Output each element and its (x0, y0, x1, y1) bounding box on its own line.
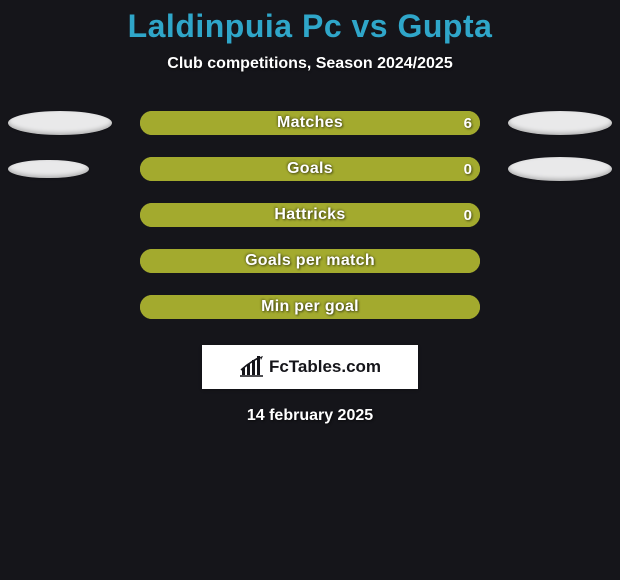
stat-bar: Min per goal (140, 295, 480, 319)
stat-bar: Matches6 (140, 111, 480, 135)
brand-box[interactable]: FcTables.com (202, 345, 418, 389)
stat-row: Matches6 (0, 97, 620, 143)
stat-row: Goals per match (0, 235, 620, 281)
stat-row: Hattricks0 (0, 189, 620, 235)
stat-label: Goals per match (140, 249, 480, 273)
stat-bar: Hattricks0 (140, 203, 480, 227)
left-ellipse (8, 160, 89, 179)
player2-name: Gupta (397, 8, 492, 44)
stat-value-right: 6 (464, 111, 472, 135)
stat-bar: Goals0 (140, 157, 480, 181)
stat-row: Min per goal (0, 281, 620, 327)
date-line: 14 february 2025 (0, 407, 620, 425)
page-title: Laldinpuia Pc vs Gupta (0, 0, 620, 51)
left-ellipse (8, 111, 112, 135)
brand-chart-icon (239, 356, 265, 378)
stat-row: Goals0 (0, 143, 620, 189)
stat-label: Matches (140, 111, 480, 135)
stat-value-right: 0 (464, 203, 472, 227)
subtitle: Club competitions, Season 2024/2025 (0, 55, 620, 73)
right-ellipse (508, 111, 612, 135)
stat-value-right: 0 (464, 157, 472, 181)
right-ellipse (508, 157, 612, 181)
player1-name: Laldinpuia Pc (128, 8, 343, 44)
comparison-card: Laldinpuia Pc vs Gupta Club competitions… (0, 0, 620, 580)
stat-label: Hattricks (140, 203, 480, 227)
stat-bar: Goals per match (140, 249, 480, 273)
stat-label: Goals (140, 157, 480, 181)
brand-text: FcTables.com (269, 357, 381, 377)
stat-rows: Matches6Goals0Hattricks0Goals per matchM… (0, 97, 620, 327)
vs-separator: vs (352, 8, 389, 44)
stat-label: Min per goal (140, 295, 480, 319)
